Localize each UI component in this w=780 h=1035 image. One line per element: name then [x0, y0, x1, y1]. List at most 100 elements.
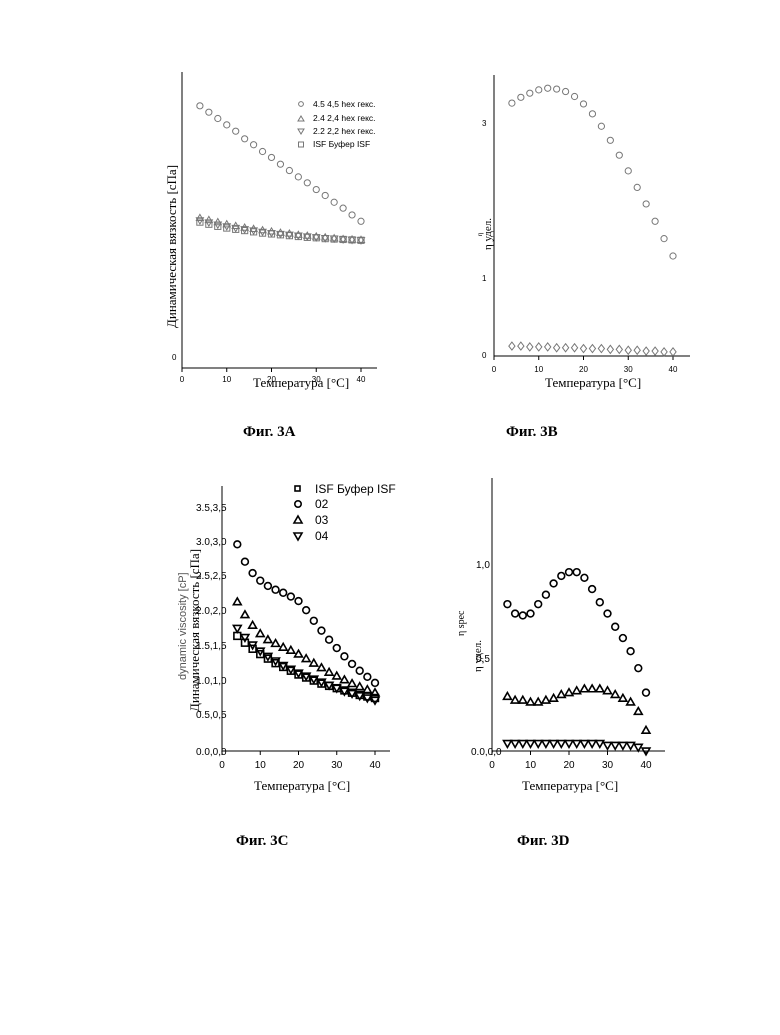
- fig3d-point-triangle-up: [634, 708, 642, 715]
- fig3d-point-circle: [589, 586, 596, 593]
- fig3b-point-diamond: [643, 347, 649, 355]
- fig3c-ticks: 010203040: [219, 751, 381, 771]
- fig3b-point-circle: [607, 137, 613, 143]
- fig3b-caption: Фиг. 3B: [506, 424, 558, 440]
- fig3c-point-circle: [333, 645, 340, 652]
- fig3b-point-diamond: [571, 344, 577, 352]
- fig3c-point-circle: [265, 583, 272, 590]
- fig3c-point-circle: [310, 617, 317, 624]
- fig3a-y-tick-label: 0: [172, 353, 177, 362]
- fig3c-point-triangle-up: [241, 611, 249, 618]
- fig3c-point-circle: [242, 558, 249, 565]
- fig3d-point-triangle-down: [550, 741, 558, 748]
- fig3a-point-circle: [251, 142, 257, 148]
- fig3c-legend-label: 02: [315, 497, 329, 511]
- fig3c-x-tick-label: 30: [331, 760, 343, 771]
- chart-fig3c: 010203040 0.0,0,0 0.5,0,5 1.0,1,0 1.5,1,…: [177, 482, 396, 849]
- fig3b-point-diamond: [625, 346, 631, 354]
- fig3d-point-triangle-down: [588, 741, 596, 748]
- fig3b-point-circle: [643, 201, 649, 207]
- fig3d-point-circle: [558, 573, 565, 580]
- fig3d-point-triangle-down: [511, 741, 519, 748]
- fig3c-point-triangle-up: [325, 668, 333, 675]
- fig3c-point-triangle-up: [318, 664, 326, 671]
- fig3c-point-circle: [249, 570, 256, 577]
- fig3a-point-circle: [242, 136, 248, 142]
- fig3c-point-triangle-up: [356, 683, 364, 690]
- fig3c-point-triangle-up: [348, 680, 356, 687]
- fig3a-point-circle: [304, 180, 310, 186]
- chart-fig3a: 010203040 0 4.5 4,5 hex гекс. 2.4 2,4 he…: [164, 72, 377, 440]
- fig3d-point-triangle-down: [534, 741, 542, 748]
- fig3d-x-tick-label: 20: [563, 760, 575, 771]
- fig3b-point-diamond: [670, 348, 676, 356]
- fig3d-point-triangle-up: [542, 696, 550, 703]
- fig3c-point-circle: [349, 661, 356, 668]
- fig3b-x-tick-label: 0: [492, 365, 497, 374]
- fig3a-point-circle: [224, 122, 230, 128]
- fig3d-point-triangle-down: [611, 742, 619, 749]
- fig3d-x-tick-label: 0: [489, 760, 495, 771]
- fig3c-x-tick-label: 10: [255, 760, 267, 771]
- fig3d-point-triangle-down: [604, 742, 612, 749]
- fig3b-point-circle: [589, 111, 595, 117]
- fig3b-point-diamond: [661, 348, 667, 356]
- fig3a-point-circle: [206, 109, 212, 115]
- fig3c-point-circle: [280, 589, 287, 596]
- fig3d-point-triangle-up: [511, 696, 519, 703]
- fig3c-point-triangle-up: [363, 686, 371, 693]
- fig3b-point-circle: [571, 93, 577, 99]
- fig3c-point-circle: [372, 679, 379, 686]
- fig3c-point-circle: [318, 627, 325, 634]
- fig3a-legend: 4.5 4,5 hex гекс. 2.4 2,4 hex гекс. 2.2 …: [298, 99, 376, 149]
- fig3b-point-circle: [580, 101, 586, 107]
- fig3d-point-triangle-up: [642, 726, 650, 733]
- fig3d-point-triangle-down: [596, 741, 604, 748]
- fig3a-point-circle: [340, 205, 346, 211]
- fig3b-point-diamond: [616, 345, 622, 353]
- fig3b-point-circle: [545, 85, 551, 91]
- fig3d-point-triangle-up: [519, 696, 527, 703]
- fig3a-point-circle: [286, 167, 292, 173]
- fig3a-point-circle: [358, 218, 364, 224]
- fig3a-point-circle: [259, 148, 265, 154]
- fig3b-x-tick-label: 30: [624, 365, 633, 374]
- fig3c-point-triangle-up: [272, 640, 280, 647]
- fig3d-y-axis-label: η удел.: [472, 640, 484, 672]
- fig3a-legend-marker-triangle-down: [298, 129, 304, 134]
- fig3a-point-circle: [233, 128, 239, 134]
- fig3c-point-circle: [257, 577, 264, 584]
- fig3d-point-triangle-up: [527, 698, 535, 705]
- fig3b-point-diamond: [634, 346, 640, 354]
- fig3c-legend-label: 04: [315, 529, 329, 543]
- fig3b-point-diamond: [598, 345, 604, 353]
- fig3d-point-triangle-down: [557, 741, 565, 748]
- fig3d-point-circle: [573, 569, 580, 576]
- fig3c-point-triangle-up: [287, 646, 295, 653]
- fig3b-point-circle: [625, 168, 631, 174]
- fig3b-y-tick-label: 3: [482, 119, 487, 128]
- fig3d-point-circle: [604, 610, 611, 617]
- fig3c-legend-marker-circle: [295, 501, 301, 507]
- fig3a-x-axis-label: Температура [°C]: [253, 375, 349, 390]
- fig3d-point-triangle-up: [557, 691, 565, 698]
- fig3a-legend-label: ISF Буфер ISF: [313, 139, 370, 149]
- fig3d-point-circle: [512, 610, 519, 617]
- fig3c-y-tick-label: 3.5,3,5: [196, 503, 227, 514]
- fig3c-point-triangle-up: [279, 643, 287, 650]
- fig3c-x-tick-label: 0: [219, 760, 225, 771]
- fig3a-point-circle: [313, 186, 319, 192]
- fig3c-marks: [233, 541, 379, 704]
- fig3b-point-circle: [652, 218, 658, 224]
- fig3c-x-axis-label: Температура [°C]: [254, 778, 350, 793]
- fig3d-point-circle: [596, 599, 603, 606]
- fig3c-legend-marker-triangle-up: [294, 516, 302, 523]
- fig3d-point-triangle-up: [611, 691, 619, 698]
- fig3a-x-tick-label: 0: [180, 375, 185, 384]
- fig3a-point-circle: [349, 212, 355, 218]
- fig3b-point-circle: [527, 90, 533, 96]
- fig3c-x-tick-label: 20: [293, 760, 305, 771]
- fig3d-point-triangle-up: [565, 689, 573, 696]
- figure-page: 0 10 20 3 04 0 0 4.5 4,5 hex гекс. 2.4 2,4 he…: [0, 0, 780, 1035]
- fig3d-point-circle: [566, 569, 573, 576]
